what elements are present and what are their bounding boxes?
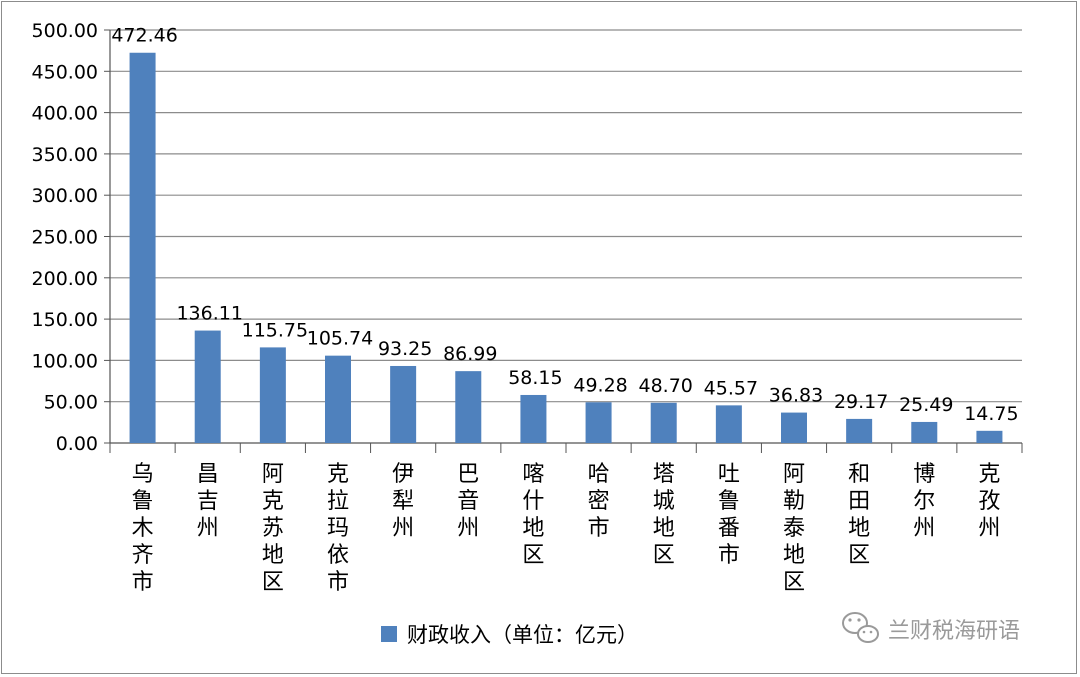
bar	[194, 330, 221, 443]
data-label: 36.83	[769, 385, 823, 407]
data-label: 25.49	[899, 394, 953, 416]
y-tick-label: 150.00	[32, 309, 98, 331]
y-tick-label: 50.00	[44, 392, 98, 414]
x-category-label: 伊犁州	[392, 462, 414, 541]
y-tick-label: 300.00	[32, 185, 98, 207]
data-label: 45.57	[704, 377, 758, 399]
y-tick-label: 400.00	[32, 103, 98, 125]
data-label: 136.11	[176, 303, 242, 325]
data-label: 29.17	[834, 391, 888, 413]
x-category-label: 喀什地区	[522, 462, 544, 568]
x-category-label: 哈密市	[588, 462, 610, 541]
y-tick-label: 500.00	[32, 20, 98, 42]
watermark: 兰财税海研语	[842, 612, 1020, 644]
legend-label: 财政收入（单位：亿元）	[407, 623, 638, 647]
x-category-label: 克孜州	[978, 462, 1000, 541]
bar	[976, 430, 1003, 443]
bar	[129, 52, 156, 443]
bar	[455, 371, 482, 443]
bar	[325, 355, 351, 443]
data-label: 115.75	[242, 319, 308, 341]
bar	[715, 405, 742, 443]
bar	[846, 418, 873, 443]
y-tick-label: 450.00	[32, 61, 98, 83]
data-label: 93.25	[378, 338, 432, 360]
bar	[259, 347, 286, 443]
data-label: 105.74	[307, 328, 373, 350]
data-label: 86.99	[443, 343, 497, 365]
gridlines	[110, 29, 1022, 444]
y-tick-label: 200.00	[32, 268, 98, 290]
wechat-icon	[842, 612, 879, 643]
bars	[129, 52, 1003, 443]
y-axis: 0.00 50.00 100.00 150.00 200.00 250.00 300.00 3…	[32, 20, 111, 455]
data-label: 14.75	[964, 403, 1018, 425]
x-category-label: 塔城地区	[653, 462, 675, 568]
data-label: 48.70	[639, 375, 693, 397]
x-category-label: 吐鲁番市	[718, 462, 740, 568]
watermark-text: 兰财税海研语	[888, 619, 1020, 644]
legend: 财政收入（单位：亿元）	[381, 623, 638, 647]
y-tick-label: 350.00	[32, 144, 98, 166]
x-axis: 乌鲁木齐市 昌吉州 阿克苏地区 克拉玛依市 伊犁州 巴音州 喀什地区 哈密市 塔城地区 吐鲁番市 阿…	[109, 443, 1023, 595]
x-category-label: 和田地区	[848, 462, 870, 568]
data-label: 49.28	[573, 374, 627, 396]
y-tick-label: 0.00	[56, 433, 98, 455]
x-category-label: 阿勒泰地区	[783, 462, 805, 595]
x-category-label: 阿克苏地区	[262, 462, 284, 595]
bar	[520, 394, 547, 443]
bar	[650, 402, 677, 443]
x-category-label: 博尔州	[913, 462, 935, 541]
x-category-label: 巴音州	[457, 462, 479, 541]
legend-swatch	[381, 626, 397, 642]
y-tick-label: 100.00	[32, 350, 98, 372]
bar	[585, 402, 612, 443]
x-category-label: 乌鲁木齐市	[132, 462, 154, 595]
bar	[911, 421, 938, 443]
bar	[781, 412, 807, 443]
data-label: 472.46	[111, 25, 177, 47]
x-category-label: 克拉玛依市	[327, 462, 349, 595]
x-category-label: 昌吉州	[197, 462, 219, 541]
bar	[390, 365, 417, 443]
y-tick-label: 250.00	[32, 227, 98, 249]
data-label: 58.15	[508, 367, 562, 389]
